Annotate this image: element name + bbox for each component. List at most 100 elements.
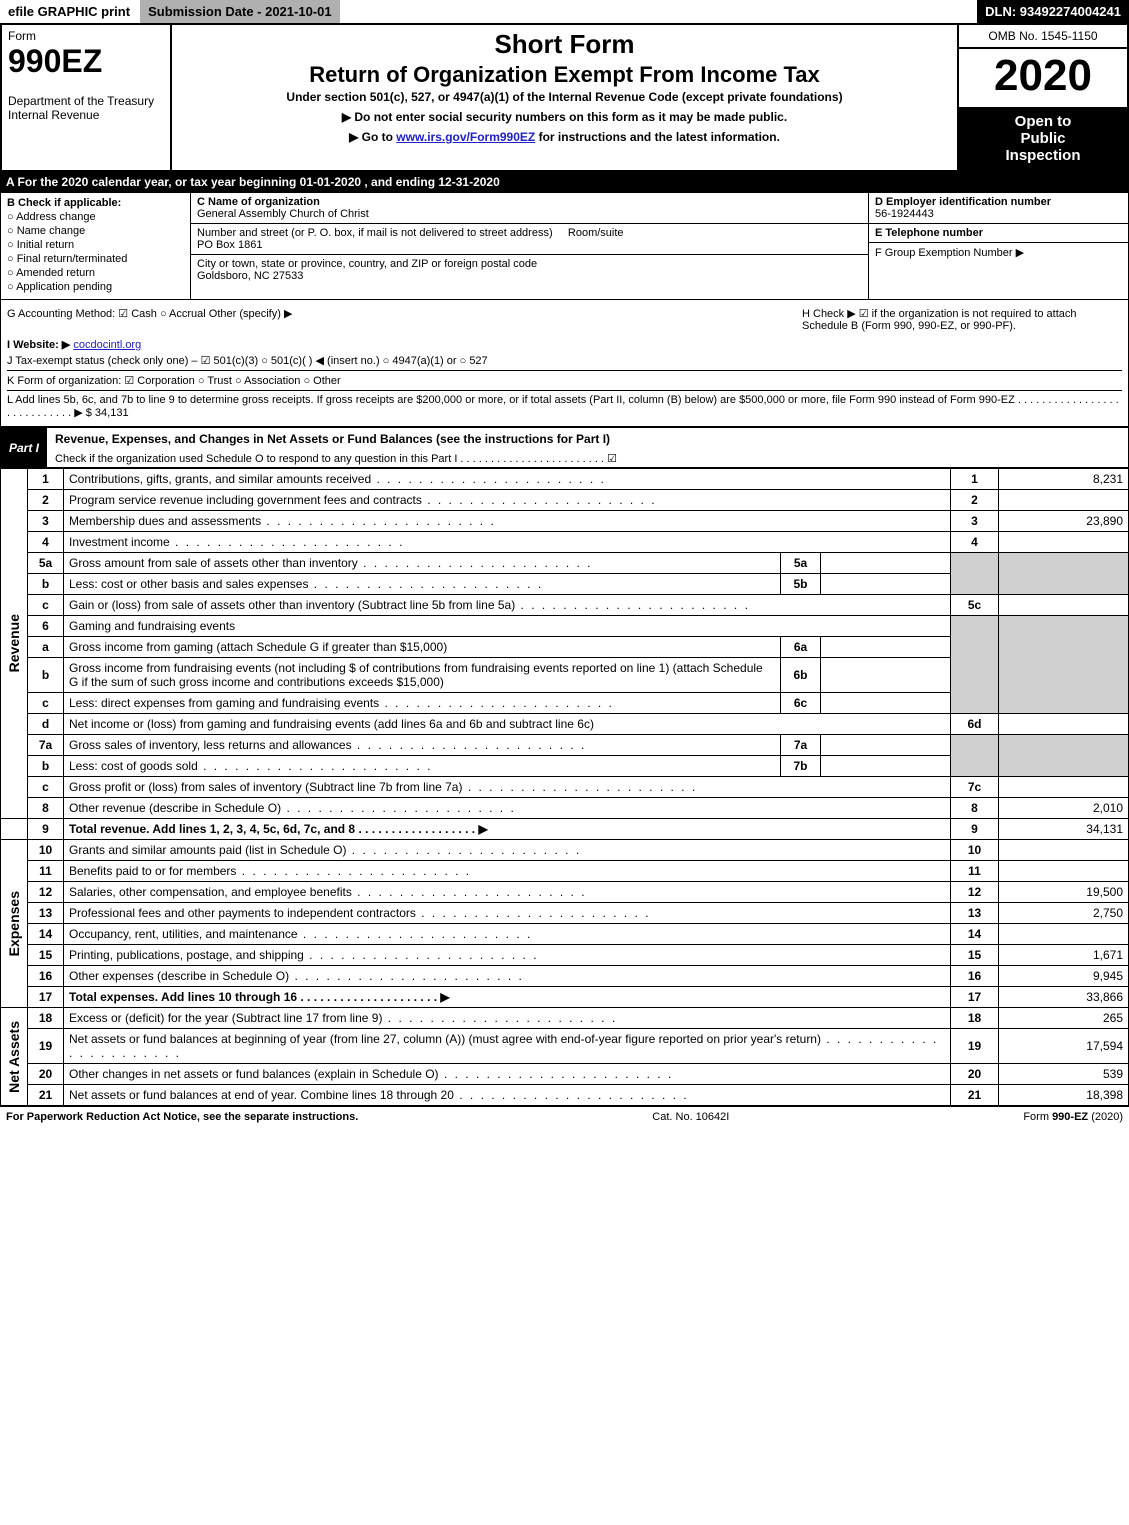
org-address-block: Number and street (or P. O. box, if mail… [191,224,868,255]
l8-num: 8 [28,798,64,819]
check-initial-return[interactable]: Initial return [7,239,184,251]
l7c-desc: Gross profit or (loss) from sales of inv… [64,777,951,798]
l13-num: 13 [28,903,64,924]
l4-box: 4 [951,532,999,553]
l15-box: 15 [951,945,999,966]
website-link[interactable]: cocdocintl.org [73,339,141,351]
check-application-pending[interactable]: Application pending [7,281,184,293]
check-amended-return[interactable]: Amended return [7,267,184,279]
l9-box: 9 [951,819,999,840]
goto-prefix: ▶ Go to [349,130,396,144]
rev-spacer [1,819,28,840]
ein-value: 56-1924443 [875,208,1122,220]
goto-note: ▶ Go to www.irs.gov/Form990EZ for instru… [178,130,951,144]
line-k: K Form of organization: ☑ Corporation ○ … [7,370,1122,387]
l7b-num: b [28,756,64,777]
inspection: Inspection [963,147,1123,164]
footer-right: Form 990-EZ (2020) [1023,1111,1123,1123]
org-address: PO Box 1861 [197,239,862,251]
public: Public [963,130,1123,147]
l6b-desc: Gross income from fundraising events (no… [64,658,781,693]
expenses-side-label: Expenses [1,840,28,1008]
l7c-num: c [28,777,64,798]
l14-amt [999,924,1129,945]
part1-tag: Part I [1,437,47,459]
l7b-desc: Less: cost of goods sold [64,756,781,777]
open-to: Open to [963,113,1123,130]
l5a-num: 5a [28,553,64,574]
section-b: B Check if applicable: Address change Na… [1,193,191,299]
l12-amt: 19,500 [999,882,1129,903]
l13-desc: Professional fees and other payments to … [64,903,951,924]
header-center: Short Form Return of Organization Exempt… [172,25,957,170]
org-city-block: City or town, state or province, country… [191,255,868,285]
l5b-desc: Less: cost or other basis and sales expe… [64,574,781,595]
open-public: Open to Public Inspection [959,107,1127,170]
dept-treasury: Department of the Treasury [8,94,164,108]
section-e: E Telephone number [869,224,1128,243]
l6c-sub: 6c [781,693,821,714]
revenue-side-label: Revenue [1,469,28,819]
l18-box: 18 [951,1008,999,1029]
grey-6 [951,616,999,714]
l15-num: 15 [28,945,64,966]
line-j: J Tax-exempt status (check only one) – ☑… [7,354,1122,367]
section-b-title: B Check if applicable: [7,197,184,209]
l2-num: 2 [28,490,64,511]
return-title: Return of Organization Exempt From Incom… [178,62,951,88]
l10-num: 10 [28,840,64,861]
l6b-sub: 6b [781,658,821,693]
section-d: D Employer identification number 56-1924… [869,193,1128,224]
l8-desc: Other revenue (describe in Schedule O) [64,798,951,819]
goto-suffix: for instructions and the latest informat… [539,130,780,144]
l6a-num: a [28,637,64,658]
l19-box: 19 [951,1029,999,1064]
room-label: Room/suite [568,227,624,239]
l6d-amt [999,714,1129,735]
header-right: OMB No. 1545-1150 2020 Open to Public In… [957,25,1127,170]
part1-header: Part I Revenue, Expenses, and Changes in… [0,427,1129,468]
l5a-desc: Gross amount from sale of assets other t… [64,553,781,574]
section-def: D Employer identification number 56-1924… [868,193,1128,299]
dln: DLN: 93492274004241 [977,0,1129,23]
grey-5 [951,553,999,595]
l2-box: 2 [951,490,999,511]
l20-desc: Other changes in net assets or fund bala… [64,1064,951,1085]
l20-num: 20 [28,1064,64,1085]
l16-desc: Other expenses (describe in Schedule O) [64,966,951,987]
l4-num: 4 [28,532,64,553]
l7a-sub: 7a [781,735,821,756]
l3-box: 3 [951,511,999,532]
ssn-note: ▶ Do not enter social security numbers o… [178,110,951,124]
l3-desc: Membership dues and assessments [64,511,951,532]
l18-num: 18 [28,1008,64,1029]
header-left: Form 990EZ Department of the Treasury In… [2,25,172,170]
l7a-amt [821,735,951,756]
org-name-block: C Name of organization General Assembly … [191,193,868,224]
l17-box: 17 [951,987,999,1008]
l17-desc: Total expenses. Add lines 10 through 16 … [64,987,951,1008]
top-bar: efile GRAPHIC print Submission Date - 20… [0,0,1129,23]
check-name-change[interactable]: Name change [7,225,184,237]
l6a-sub: 6a [781,637,821,658]
l7a-num: 7a [28,735,64,756]
check-address-change[interactable]: Address change [7,211,184,223]
l4-desc: Investment income [64,532,951,553]
l15-amt: 1,671 [999,945,1129,966]
short-form-title: Short Form [178,29,951,60]
meta-lines: G Accounting Method: ☑ Cash ○ Accrual Ot… [0,300,1129,427]
grey-5-amt [999,553,1129,595]
org-city: Goldsboro, NC 27533 [197,270,862,282]
l21-amt: 18,398 [999,1085,1129,1106]
l5c-box: 5c [951,595,999,616]
ein-label: D Employer identification number [875,196,1122,208]
l6d-num: d [28,714,64,735]
l8-amt: 2,010 [999,798,1129,819]
irs-link[interactable]: www.irs.gov/Form990EZ [396,130,535,144]
l12-desc: Salaries, other compensation, and employ… [64,882,951,903]
footer-left: For Paperwork Reduction Act Notice, see … [6,1111,358,1123]
efile-label[interactable]: efile GRAPHIC print [0,0,140,23]
form-label: Form [8,29,164,43]
check-final-return[interactable]: Final return/terminated [7,253,184,265]
line-h: H Check ▶ ☑ if the organization is not r… [802,307,1122,332]
